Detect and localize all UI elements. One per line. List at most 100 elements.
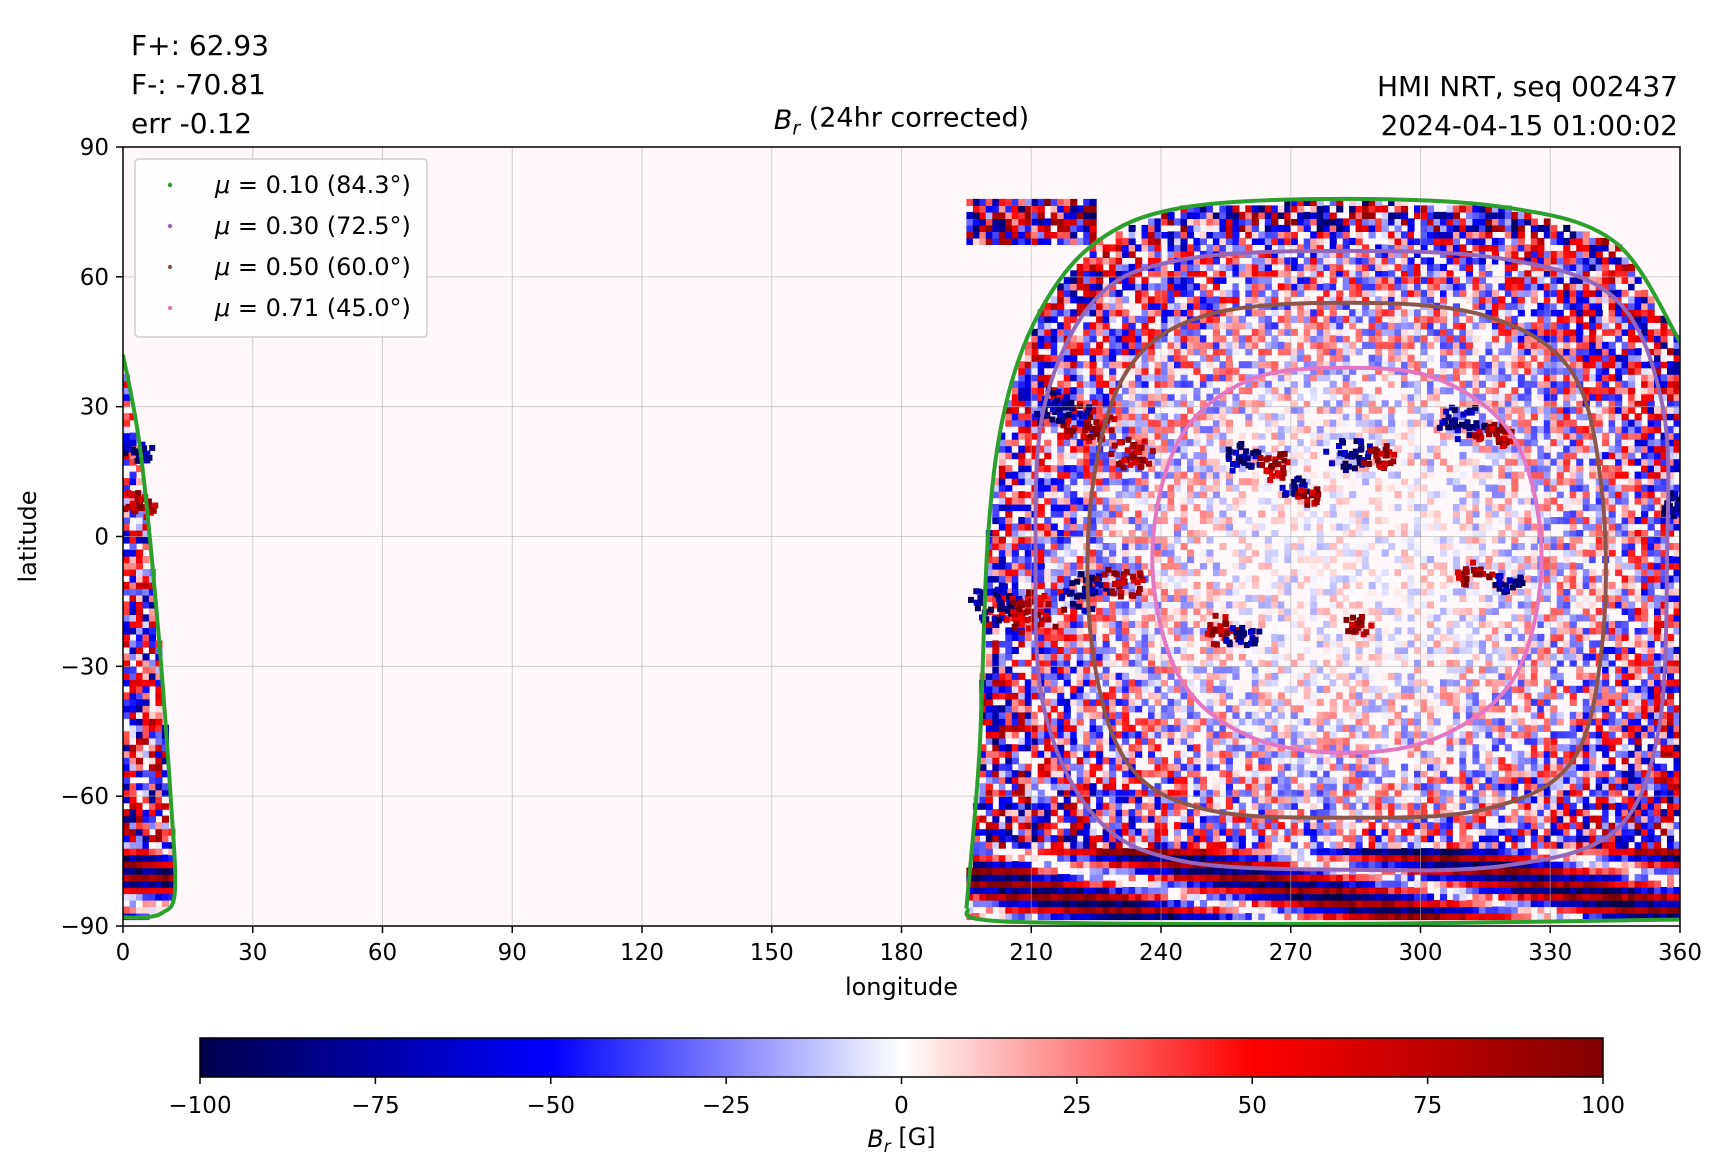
field-pixel [1135, 731, 1143, 739]
field-pixel [1245, 711, 1253, 719]
field-pixel [1102, 848, 1110, 856]
field-pixel [1011, 633, 1019, 641]
field-pixel [1102, 406, 1110, 414]
field-pixel [1290, 711, 1298, 719]
field-pixel [1024, 861, 1032, 869]
field-pixel [1174, 244, 1182, 252]
field-pixel [1096, 549, 1104, 557]
field-pixel [1109, 789, 1117, 797]
field-pixel [1238, 374, 1246, 382]
field-pixel [1323, 659, 1331, 667]
field-pixel [1063, 224, 1071, 232]
field-pixel [1187, 348, 1195, 356]
field-pixel [1044, 536, 1052, 544]
field-pixel [1037, 841, 1045, 849]
field-pixel [1284, 750, 1292, 758]
field-pixel [1238, 432, 1246, 440]
field-pixel [1122, 504, 1130, 512]
field-pixel [1290, 906, 1298, 914]
field-pixel [1122, 413, 1130, 421]
field-pixel [1290, 361, 1298, 369]
field-pixel [136, 523, 144, 531]
field-pixel [1115, 718, 1123, 726]
field-pixel [1024, 458, 1032, 466]
field-pixel [1297, 283, 1305, 291]
field-pixel [1141, 348, 1149, 356]
field-pixel [1005, 432, 1013, 440]
field-pixel [1024, 640, 1032, 648]
field-pixel [1277, 237, 1285, 245]
field-pixel [992, 841, 1000, 849]
field-pixel [1199, 484, 1207, 492]
field-pixel [1037, 478, 1045, 486]
field-pixel [1141, 685, 1149, 693]
field-pixel [1323, 315, 1331, 323]
field-pixel [148, 750, 156, 758]
field-pixel [1154, 387, 1162, 395]
field-pixel [972, 900, 980, 908]
field-pixel [1005, 874, 1013, 882]
field-pixel [1167, 861, 1175, 869]
field-pixel [1122, 406, 1130, 414]
field-pixel [1187, 627, 1195, 635]
field-pixel [1284, 309, 1292, 317]
field-pixel [1037, 659, 1045, 667]
field-pixel [1349, 413, 1357, 421]
field-pixel [1206, 465, 1214, 473]
field-pixel [1297, 874, 1305, 882]
field-pixel [1057, 874, 1065, 882]
field-pixel [1057, 627, 1065, 635]
field-pixel [1044, 432, 1052, 440]
field-pixel [1251, 335, 1259, 343]
field-pixel [1174, 575, 1182, 583]
field-pixel [1122, 335, 1130, 343]
field-pixel [1323, 289, 1331, 297]
field-pixel [1206, 432, 1214, 440]
field-pixel [1083, 478, 1091, 486]
field-pixel [1323, 328, 1331, 336]
field-pixel [998, 822, 1006, 830]
field-pixel [1219, 607, 1227, 615]
field-pixel [1031, 835, 1039, 843]
field-pixel [1193, 263, 1201, 271]
field-pixel [1245, 757, 1253, 765]
field-pixel [1316, 237, 1324, 245]
field-pixel [1329, 854, 1337, 862]
field-pixel [1225, 439, 1233, 447]
field-pixel [1342, 893, 1350, 901]
field-pixel [1180, 783, 1188, 791]
field-pixel [1109, 620, 1117, 628]
field-pixel [1076, 276, 1084, 284]
field-pixel [1109, 893, 1117, 901]
field-pixel [1290, 218, 1298, 226]
field-pixel [123, 815, 131, 823]
field-pixel [1187, 757, 1195, 765]
field-pixel [1167, 218, 1175, 226]
field-pixel [1037, 705, 1045, 713]
field-pixel [1115, 361, 1123, 369]
field-pixel [1219, 900, 1227, 908]
field-pixel [1258, 659, 1266, 667]
field-pixel [1245, 341, 1253, 349]
field-pixel [1206, 478, 1214, 486]
field-pixel [1199, 426, 1207, 434]
field-pixel [1122, 679, 1130, 687]
field-pixel [1310, 887, 1318, 895]
field-pixel [1122, 250, 1130, 258]
field-pixel [1329, 309, 1337, 317]
field-pixel [1336, 263, 1344, 271]
field-pixel [1122, 276, 1130, 284]
field-pixel [1148, 640, 1156, 648]
field-pixel [1070, 906, 1078, 914]
field-pixel [1336, 400, 1344, 408]
field-pixel [998, 556, 1006, 564]
field-pixel [1225, 237, 1233, 245]
field-pixel [1193, 627, 1201, 635]
field-pixel [1083, 400, 1091, 408]
field-pixel [1031, 776, 1039, 784]
field-pixel [1187, 887, 1195, 895]
field-pixel [1070, 841, 1078, 849]
field-pixel [148, 679, 156, 687]
field-pixel [1063, 510, 1071, 518]
field-pixel [1206, 445, 1214, 453]
